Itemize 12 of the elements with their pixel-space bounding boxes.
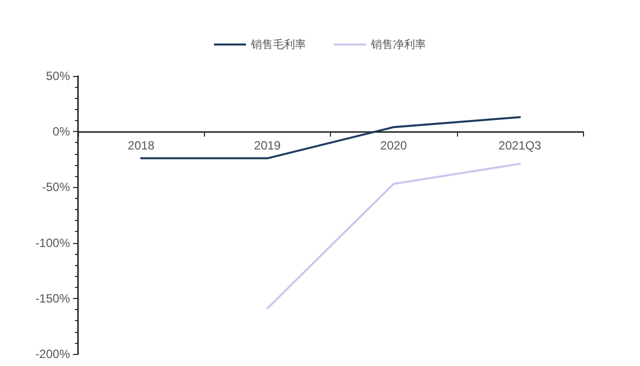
y-tick-label: -50%: [42, 180, 70, 194]
y-tick-label: 0%: [52, 124, 70, 139]
x-tick-label: 2021Q3: [498, 138, 542, 153]
y-tick-label: -150%: [35, 291, 70, 306]
y-tick-label: 50%: [46, 69, 70, 83]
y-tick-label: -200%: [35, 347, 70, 361]
x-tick-label: 2018: [128, 138, 155, 153]
x-tick-label: 2020: [380, 138, 408, 153]
legend-label: 销售净利率: [370, 38, 426, 51]
y-tick-label: -100%: [35, 236, 70, 250]
legend-label: 销售毛利率: [250, 38, 306, 51]
x-tick-label: 2019: [254, 138, 282, 153]
